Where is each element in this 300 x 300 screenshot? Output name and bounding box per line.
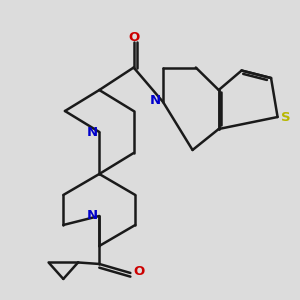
Text: N: N <box>86 209 98 223</box>
Text: N: N <box>86 125 98 139</box>
Text: O: O <box>133 265 145 278</box>
Text: O: O <box>128 31 139 44</box>
Text: N: N <box>150 94 161 107</box>
Text: S: S <box>281 110 291 124</box>
